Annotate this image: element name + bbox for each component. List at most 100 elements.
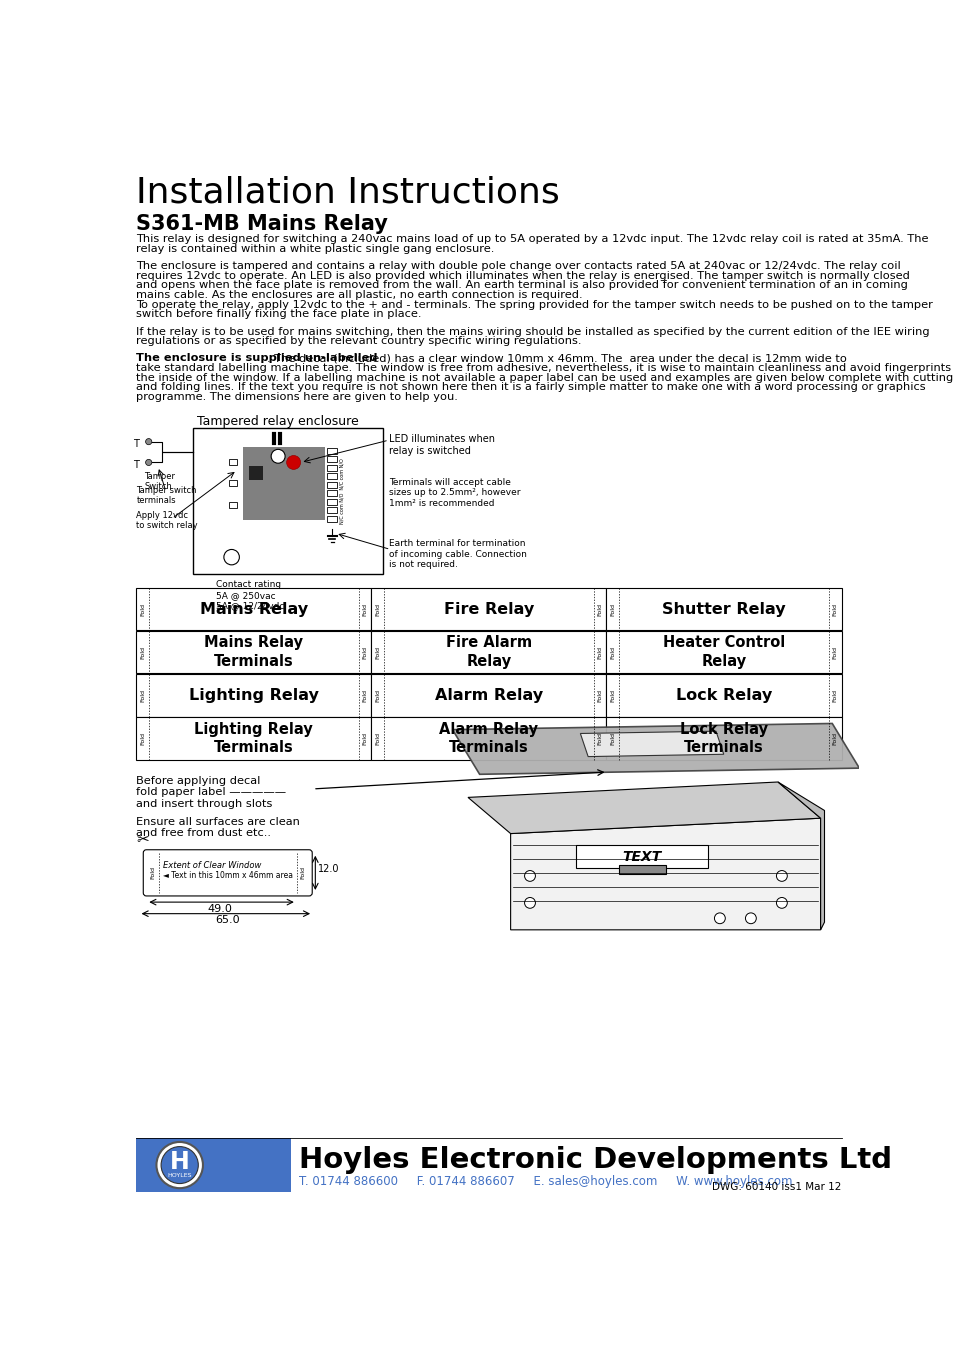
Text: 65.0: 65.0 bbox=[215, 915, 240, 925]
Text: 12.0: 12.0 bbox=[317, 864, 339, 874]
Text: Fold: Fold bbox=[610, 646, 615, 659]
Text: Fold: Fold bbox=[375, 689, 379, 702]
Text: Fold: Fold bbox=[140, 689, 145, 702]
Bar bbox=[371, 674, 606, 717]
Bar bbox=[327, 491, 336, 496]
Bar bbox=[327, 515, 336, 522]
Bar bbox=[193, 427, 382, 574]
Text: S361-MB Mains Relay: S361-MB Mains Relay bbox=[136, 214, 388, 235]
Bar bbox=[136, 717, 371, 760]
Text: Fold: Fold bbox=[832, 646, 837, 659]
Text: Mains Relay: Mains Relay bbox=[199, 601, 308, 616]
Circle shape bbox=[776, 898, 786, 909]
Text: Fold: Fold bbox=[610, 689, 615, 702]
Text: Before applying decal
fold paper label —————
and insert through slots: Before applying decal fold paper label —… bbox=[136, 776, 286, 809]
Text: Heater Control
Relay: Heater Control Relay bbox=[662, 635, 784, 669]
Text: Extent of Clear Window: Extent of Clear Window bbox=[163, 860, 261, 869]
Bar bbox=[327, 499, 336, 504]
Text: Fold: Fold bbox=[140, 603, 145, 616]
Text: Fold: Fold bbox=[362, 689, 367, 702]
FancyBboxPatch shape bbox=[143, 849, 312, 896]
Bar bbox=[243, 448, 324, 520]
Text: The enclosure is tampered and contains a relay with double pole change over cont: The enclosure is tampered and contains a… bbox=[136, 262, 900, 271]
Text: Lock Relay: Lock Relay bbox=[675, 687, 771, 702]
Text: Fold: Fold bbox=[140, 732, 145, 745]
Polygon shape bbox=[510, 818, 820, 930]
Polygon shape bbox=[452, 724, 859, 774]
Text: requires 12vdc to operate. An LED is also provided which illuminates when the re: requires 12vdc to operate. An LED is als… bbox=[136, 271, 909, 280]
Text: Fold: Fold bbox=[832, 689, 837, 702]
Bar bbox=[371, 717, 606, 760]
Text: Fold: Fold bbox=[362, 603, 367, 616]
Polygon shape bbox=[468, 782, 820, 833]
Text: relay is contained within a white plastic single gang enclosure.: relay is contained within a white plasti… bbox=[136, 244, 495, 253]
Text: the inside of the window. If a labelling machine is not available a paper label : the inside of the window. If a labelling… bbox=[136, 373, 953, 383]
Text: Shutter Relay: Shutter Relay bbox=[661, 601, 785, 616]
Bar bbox=[606, 631, 841, 674]
Bar bbox=[327, 481, 336, 488]
Text: Fold: Fold bbox=[375, 646, 379, 659]
Bar bbox=[229, 458, 236, 465]
Bar bbox=[327, 456, 336, 462]
Bar bbox=[371, 631, 606, 674]
Text: Hoyles Electronic Developments Ltd: Hoyles Electronic Developments Ltd bbox=[298, 1146, 891, 1174]
Text: T: T bbox=[133, 460, 139, 470]
Bar bbox=[136, 1138, 291, 1192]
Text: Mains Relay
Terminals: Mains Relay Terminals bbox=[204, 635, 303, 669]
Bar bbox=[249, 466, 263, 480]
Text: ◄ Text in this 10mm x 46mm area: ◄ Text in this 10mm x 46mm area bbox=[163, 871, 294, 879]
Text: Fold: Fold bbox=[832, 603, 837, 616]
Text: Tamper switch
terminals: Tamper switch terminals bbox=[136, 485, 196, 506]
Text: Fold: Fold bbox=[300, 867, 305, 879]
Text: ✂: ✂ bbox=[136, 832, 149, 847]
Text: Fold: Fold bbox=[150, 867, 155, 879]
Text: Fold: Fold bbox=[140, 646, 145, 659]
Text: The enclosure is supplied un-labelled: The enclosure is supplied un-labelled bbox=[136, 353, 377, 364]
Circle shape bbox=[271, 449, 285, 464]
Text: T: T bbox=[133, 439, 139, 449]
Text: and opens when the face plate is removed from the wall. An earth terminal is als: and opens when the face plate is removed… bbox=[136, 280, 907, 290]
Text: Alarm Relay
Terminals: Alarm Relay Terminals bbox=[439, 721, 537, 755]
Text: T. 01744 886600     F. 01744 886607     E. sales@hoyles.com     W. www.hoyles.co: T. 01744 886600 F. 01744 886607 E. sales… bbox=[298, 1174, 792, 1188]
Text: Ensure all surfaces are clean
and free from dust etc..: Ensure all surfaces are clean and free f… bbox=[136, 817, 300, 838]
Text: HOYLES: HOYLES bbox=[168, 1173, 192, 1178]
Bar bbox=[371, 588, 606, 631]
Text: Fold: Fold bbox=[598, 689, 602, 702]
Circle shape bbox=[286, 456, 300, 469]
Text: LED illuminates when
relay is switched: LED illuminates when relay is switched bbox=[389, 434, 495, 456]
Text: Earth terminal for termination
of incoming cable. Connection
is not required.: Earth terminal for termination of incomi… bbox=[389, 539, 526, 569]
Text: Tampered relay enclosure: Tampered relay enclosure bbox=[197, 415, 358, 429]
Text: To operate the relay, apply 12vdc to the + and - terminals. The spring provided : To operate the relay, apply 12vdc to the… bbox=[136, 299, 932, 310]
Bar bbox=[327, 473, 336, 480]
Polygon shape bbox=[579, 731, 723, 756]
Bar bbox=[327, 465, 336, 470]
Bar bbox=[136, 674, 371, 717]
Text: Fold: Fold bbox=[598, 603, 602, 616]
Text: Fold: Fold bbox=[375, 732, 379, 745]
Text: Lighting Relay
Terminals: Lighting Relay Terminals bbox=[194, 721, 313, 755]
Circle shape bbox=[776, 871, 786, 882]
Text: Tamper
Switch: Tamper Switch bbox=[144, 472, 174, 491]
Bar bbox=[576, 845, 707, 868]
Text: Fold: Fold bbox=[362, 732, 367, 745]
Text: Fire Alarm
Relay: Fire Alarm Relay bbox=[445, 635, 532, 669]
Text: Fold: Fold bbox=[362, 646, 367, 659]
Text: . The decal (included) has a clear window 10mm x 46mm. The  area under the decal: . The decal (included) has a clear windo… bbox=[267, 353, 845, 364]
Bar bbox=[136, 588, 371, 631]
Text: regulations or as specified by the relevant country specific wiring regulations.: regulations or as specified by the relev… bbox=[136, 336, 581, 346]
Bar bbox=[229, 501, 236, 508]
Text: mains cable. As the enclosures are all plastic, no earth connection is required.: mains cable. As the enclosures are all p… bbox=[136, 290, 582, 301]
Text: Alarm Relay: Alarm Relay bbox=[435, 687, 542, 702]
Text: Lock Relay
Terminals: Lock Relay Terminals bbox=[679, 721, 767, 755]
Bar bbox=[229, 480, 236, 487]
Bar bbox=[618, 865, 665, 875]
Polygon shape bbox=[778, 782, 823, 930]
Text: Contact rating
5A @ 250vac
5A @ 12/24vdc: Contact rating 5A @ 250vac 5A @ 12/24vdc bbox=[216, 580, 284, 611]
Text: Fold: Fold bbox=[598, 646, 602, 659]
Text: This relay is designed for switching a 240vac mains load of up to 5A operated by: This relay is designed for switching a 2… bbox=[136, 235, 928, 244]
Bar bbox=[606, 717, 841, 760]
Text: TEXT: TEXT bbox=[622, 849, 661, 864]
Circle shape bbox=[161, 1147, 198, 1184]
Text: Installation Instructions: Installation Instructions bbox=[136, 175, 559, 210]
Circle shape bbox=[744, 913, 756, 923]
